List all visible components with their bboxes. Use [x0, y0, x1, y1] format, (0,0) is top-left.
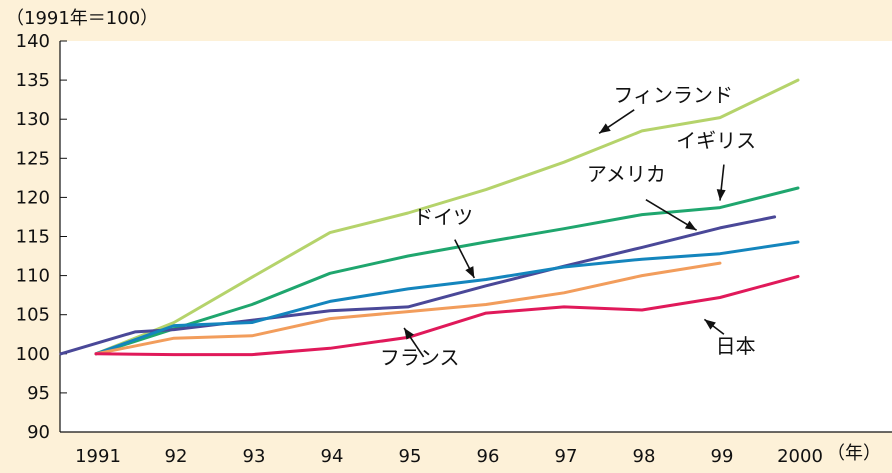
- x-unit-label: （年）: [827, 443, 881, 464]
- y-ticks: 90 95 100 105 110 115 120 125 130 135 140: [16, 31, 67, 443]
- series-line: [94, 261, 722, 356]
- series-label: 日本: [716, 334, 756, 358]
- x-tick-label: 92: [165, 446, 188, 467]
- y-tick-label: 120: [16, 187, 50, 208]
- series-label: フィンランド: [613, 83, 733, 107]
- x-tick-label: 1991: [75, 446, 121, 467]
- x-tick-label: 97: [555, 446, 578, 467]
- x-tick-label: 99: [711, 446, 734, 467]
- series-label: フランス: [380, 346, 460, 370]
- x-tick-label: 96: [477, 446, 500, 467]
- y-tick-label: 105: [16, 305, 50, 326]
- annotation-arrowhead: [716, 189, 726, 201]
- y-tick-label: 125: [16, 148, 50, 169]
- y-tick-label: 100: [16, 344, 50, 365]
- series-line: [94, 186, 800, 356]
- series-line: [94, 274, 800, 357]
- series-label: イギリス: [676, 128, 756, 152]
- x-tick-label: 2000: [777, 446, 823, 467]
- plot-area: [60, 41, 892, 432]
- series-lines: [59, 78, 800, 357]
- annotation-arrowhead: [684, 220, 697, 231]
- annotation-arrowhead: [599, 123, 611, 134]
- y-tick-label: 130: [16, 109, 50, 130]
- y-tick-label: 95: [27, 383, 50, 404]
- x-tick-label: 94: [321, 446, 344, 467]
- y-tick-label: 90: [27, 422, 50, 443]
- annotation-arrowhead: [465, 266, 475, 278]
- x-tick-label: 98: [633, 446, 656, 467]
- x-ticks: 1991 92 93 94 95 96 97 98 99 2000: [75, 446, 823, 467]
- y-unit-label: （1991年＝100）: [6, 8, 158, 29]
- annotation-arrowhead: [704, 319, 716, 330]
- y-tick-label: 140: [16, 31, 50, 52]
- series-label: アメリカ: [587, 162, 666, 186]
- y-tick-label: 110: [16, 266, 50, 287]
- x-tick-label: 93: [243, 446, 266, 467]
- x-tick-label: 95: [399, 446, 422, 467]
- series-line: [94, 240, 800, 356]
- series-label: ドイツ: [413, 205, 473, 229]
- annotation-arrowhead: [404, 327, 414, 340]
- series-line: [94, 78, 800, 356]
- y-tick-label: 135: [16, 70, 50, 91]
- y-tick-label: 115: [16, 227, 50, 248]
